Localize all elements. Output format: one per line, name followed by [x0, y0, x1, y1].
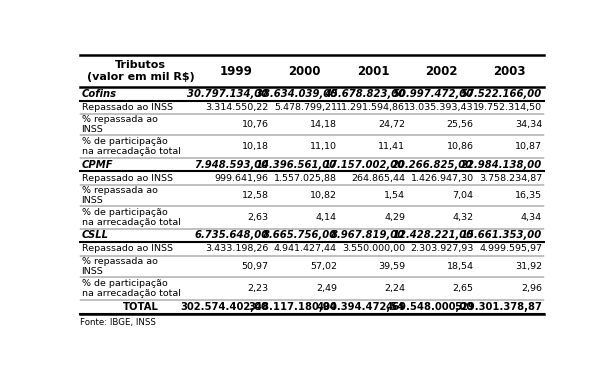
Text: 57,02: 57,02: [310, 262, 337, 271]
Text: 16,35: 16,35: [515, 191, 542, 200]
Text: 348.117.180,94: 348.117.180,94: [248, 302, 337, 312]
Text: 18,54: 18,54: [447, 262, 473, 271]
Text: 13.035.393,43: 13.035.393,43: [404, 103, 473, 112]
Text: 3.314.550,22: 3.314.550,22: [205, 103, 268, 112]
Text: 4,32: 4,32: [453, 213, 473, 222]
Text: 2.303.927,93: 2.303.927,93: [410, 244, 473, 253]
Text: Fonte: IBGE, INSS: Fonte: IBGE, INSS: [80, 318, 155, 327]
Text: 529.301.378,87: 529.301.378,87: [454, 302, 542, 312]
Text: 50,97: 50,97: [242, 262, 268, 271]
Text: 11,10: 11,10: [310, 142, 337, 151]
Text: 2,96: 2,96: [521, 284, 542, 293]
Text: 264.865,44: 264.865,44: [351, 174, 405, 182]
Text: 20.266.825,00: 20.266.825,00: [392, 160, 473, 170]
Text: 302.574.402,00: 302.574.402,00: [181, 302, 268, 312]
Text: 34,34: 34,34: [515, 120, 542, 129]
Text: 31,92: 31,92: [515, 262, 542, 271]
Text: 10,76: 10,76: [242, 120, 268, 129]
Text: 469.548.000,00: 469.548.000,00: [385, 302, 473, 312]
Text: 7.948.593,00: 7.948.593,00: [194, 160, 268, 170]
Text: 2000: 2000: [288, 65, 320, 78]
Text: 45.678.823,00: 45.678.823,00: [324, 89, 405, 99]
Text: 4.941.427,44: 4.941.427,44: [274, 244, 337, 253]
Text: 25,56: 25,56: [447, 120, 473, 129]
Text: 2,24: 2,24: [384, 284, 405, 293]
Text: CSLL: CSLL: [81, 231, 109, 241]
Text: % repassada ao
INSS: % repassada ao INSS: [81, 256, 157, 276]
Text: 4,29: 4,29: [384, 213, 405, 222]
Text: 4,14: 4,14: [316, 213, 337, 222]
Text: % repassada ao
INSS: % repassada ao INSS: [81, 115, 157, 134]
Text: 7,04: 7,04: [453, 191, 473, 200]
Text: 19.752.314,50: 19.752.314,50: [473, 103, 542, 112]
Text: 2,63: 2,63: [247, 213, 268, 222]
Text: 2,65: 2,65: [453, 284, 473, 293]
Text: 14,18: 14,18: [310, 120, 337, 129]
Text: CPMF: CPMF: [81, 160, 113, 170]
Text: 11.291.594,86: 11.291.594,86: [336, 103, 405, 112]
Text: 11,41: 11,41: [378, 142, 405, 151]
Text: 3.433.198,26: 3.433.198,26: [205, 244, 268, 253]
Text: Tributos
(valor em mil R$): Tributos (valor em mil R$): [87, 60, 195, 82]
Text: 10,82: 10,82: [310, 191, 337, 200]
Text: 4.999.595,97: 4.999.595,97: [479, 244, 542, 253]
Text: 15.661.353,00: 15.661.353,00: [461, 231, 542, 241]
Text: 12.428.221,00: 12.428.221,00: [392, 231, 473, 241]
Text: 10,18: 10,18: [242, 142, 268, 151]
Text: 38.634.039,00: 38.634.039,00: [256, 89, 337, 99]
Text: Cofins: Cofins: [81, 89, 117, 99]
Text: % de participação
na arrecadação total: % de participação na arrecadação total: [81, 137, 180, 156]
Text: 2002: 2002: [425, 65, 458, 78]
Text: 1999: 1999: [220, 65, 253, 78]
Text: 2003: 2003: [493, 65, 526, 78]
Text: 1.557.025,88: 1.557.025,88: [274, 174, 337, 182]
Text: Repassado ao INSS: Repassado ao INSS: [81, 244, 172, 253]
Text: 4,34: 4,34: [521, 213, 542, 222]
Text: 8.967.819,00: 8.967.819,00: [331, 231, 405, 241]
Text: 50.997.472,00: 50.997.472,00: [392, 89, 473, 99]
Text: 400.394.472,54: 400.394.472,54: [317, 302, 405, 312]
Text: 2001: 2001: [357, 65, 389, 78]
Text: 30.797.134,00: 30.797.134,00: [187, 89, 268, 99]
Text: 39,59: 39,59: [378, 262, 405, 271]
Text: 57.522.166,00: 57.522.166,00: [461, 89, 542, 99]
Text: % de participação
na arrecadação total: % de participação na arrecadação total: [81, 279, 180, 298]
Text: 3.550.000,00: 3.550.000,00: [342, 244, 405, 253]
Text: 22.984.138,00: 22.984.138,00: [461, 160, 542, 170]
Text: 10,87: 10,87: [515, 142, 542, 151]
Text: 17.157.002,00: 17.157.002,00: [324, 160, 405, 170]
Text: 2,23: 2,23: [247, 284, 268, 293]
Text: 999.641,96: 999.641,96: [214, 174, 268, 182]
Text: 12,58: 12,58: [242, 191, 268, 200]
Text: 24,72: 24,72: [378, 120, 405, 129]
Text: 1,54: 1,54: [384, 191, 405, 200]
Text: 2,49: 2,49: [316, 284, 337, 293]
Text: Repassado ao INSS: Repassado ao INSS: [81, 174, 172, 182]
Text: 5.478.799,21: 5.478.799,21: [274, 103, 337, 112]
Text: 10,86: 10,86: [447, 142, 473, 151]
Text: Repassado ao INSS: Repassado ao INSS: [81, 103, 172, 112]
Text: 8.665.756,00: 8.665.756,00: [263, 231, 337, 241]
Text: 14.396.561,00: 14.396.561,00: [256, 160, 337, 170]
Text: % de participação
na arrecadação total: % de participação na arrecadação total: [81, 208, 180, 227]
Text: 3.758.234,87: 3.758.234,87: [479, 174, 542, 182]
Text: TOTAL: TOTAL: [123, 302, 159, 312]
Text: 1.426.947,30: 1.426.947,30: [410, 174, 473, 182]
Text: % repassada ao
INSS: % repassada ao INSS: [81, 186, 157, 205]
Text: 6.735.648,00: 6.735.648,00: [194, 231, 268, 241]
